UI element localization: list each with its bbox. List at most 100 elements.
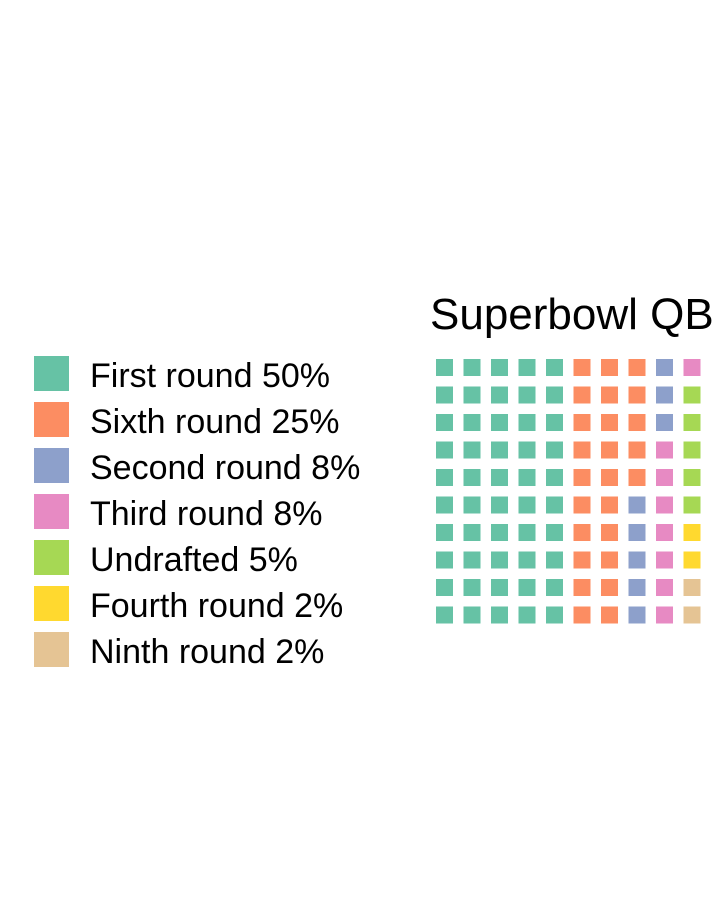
waffle-cell — [436, 551, 453, 569]
waffle-cell — [436, 496, 453, 514]
waffle-cell — [546, 524, 563, 541]
waffle-cell — [463, 414, 481, 431]
waffle-cell — [628, 441, 646, 459]
waffle-cell — [628, 414, 646, 431]
waffle-cell — [463, 551, 481, 569]
waffle-cell — [463, 496, 481, 514]
waffle-cell — [601, 469, 618, 486]
waffle-cell — [546, 579, 563, 596]
legend-swatch — [34, 402, 69, 437]
waffle-cell — [628, 524, 646, 541]
waffle-cell — [628, 469, 646, 486]
waffle-cell — [518, 441, 536, 459]
waffle-cell — [601, 386, 618, 404]
waffle-cell — [546, 441, 563, 459]
waffle-cell — [656, 606, 673, 624]
waffle-cell — [436, 524, 453, 541]
waffle-cell — [463, 524, 481, 541]
waffle-cell — [546, 469, 563, 486]
waffle-cell — [573, 496, 591, 514]
legend: First round 50% Sixth round 25% Second rou… — [34, 356, 360, 671]
legend-label: Second round 8% — [90, 449, 360, 487]
legend-swatch — [34, 632, 69, 667]
waffle-cell — [573, 441, 591, 459]
chart-title: Superbowl QB — [430, 290, 714, 339]
waffle-cell — [436, 386, 453, 404]
waffle-cell — [463, 579, 481, 596]
waffle-cell — [518, 359, 536, 376]
waffle-cell — [656, 469, 673, 486]
waffle-cell — [573, 469, 591, 486]
waffle-cell — [436, 414, 453, 431]
waffle-cell — [491, 606, 508, 624]
waffle-cell — [518, 414, 536, 431]
waffle-cell — [628, 551, 646, 569]
waffle-grid — [436, 359, 701, 624]
waffle-cell — [573, 579, 591, 596]
waffle-cell — [436, 606, 453, 624]
waffle-cell — [601, 359, 618, 376]
waffle-cell — [683, 441, 701, 459]
legend-label: Third round 8% — [90, 495, 322, 533]
legend-swatch — [34, 356, 69, 391]
waffle-cell — [463, 441, 481, 459]
waffle-cell — [518, 579, 536, 596]
waffle-cell — [573, 386, 591, 404]
waffle-cell — [683, 386, 701, 404]
waffle-cell — [546, 386, 563, 404]
waffle-cell — [463, 469, 481, 486]
waffle-cell — [683, 606, 701, 624]
waffle-cell — [573, 606, 591, 624]
waffle-cell — [601, 606, 618, 624]
waffle-cell — [683, 359, 701, 376]
waffle-cell — [601, 524, 618, 541]
waffle-cell — [518, 524, 536, 541]
waffle-cell — [573, 524, 591, 541]
waffle-cell — [601, 551, 618, 569]
waffle-cell — [656, 524, 673, 541]
waffle-cell — [546, 496, 563, 514]
waffle-cell — [518, 551, 536, 569]
waffle-cell — [683, 579, 701, 596]
waffle-cell — [491, 496, 508, 514]
waffle-cell — [491, 524, 508, 541]
legend-swatch — [34, 586, 69, 621]
waffle-cell — [436, 359, 453, 376]
waffle-cell — [628, 496, 646, 514]
waffle-cell — [628, 606, 646, 624]
legend-swatch — [34, 448, 69, 483]
waffle-cell — [601, 496, 618, 514]
waffle-cell — [656, 441, 673, 459]
waffle-cell — [656, 386, 673, 404]
legend-label: Sixth round 25% — [90, 403, 340, 441]
waffle-cell — [436, 469, 453, 486]
waffle-cell — [601, 441, 618, 459]
waffle-cell — [656, 414, 673, 431]
waffle-cell — [546, 551, 563, 569]
waffle-cell — [683, 496, 701, 514]
waffle-cell — [683, 524, 701, 541]
waffle-cell — [573, 359, 591, 376]
waffle-cell — [601, 414, 618, 431]
waffle-cell — [491, 551, 508, 569]
waffle-cell — [518, 469, 536, 486]
waffle-cell — [628, 359, 646, 376]
waffle-cell — [491, 469, 508, 486]
waffle-cell — [546, 606, 563, 624]
waffle-cell — [656, 359, 673, 376]
legend-label: Ninth round 2% — [90, 633, 324, 671]
waffle-cell — [491, 414, 508, 431]
waffle-cell — [683, 551, 701, 569]
waffle-cell — [491, 579, 508, 596]
legend-label: First round 50% — [90, 357, 330, 395]
waffle-cell — [518, 496, 536, 514]
waffle-cell — [656, 579, 673, 596]
waffle-cell — [656, 496, 673, 514]
legend-label: Fourth round 2% — [90, 587, 343, 625]
waffle-cell — [628, 386, 646, 404]
waffle-cell — [628, 579, 646, 596]
waffle-cell — [601, 579, 618, 596]
waffle-cell — [683, 414, 701, 431]
waffle-cell — [518, 606, 536, 624]
